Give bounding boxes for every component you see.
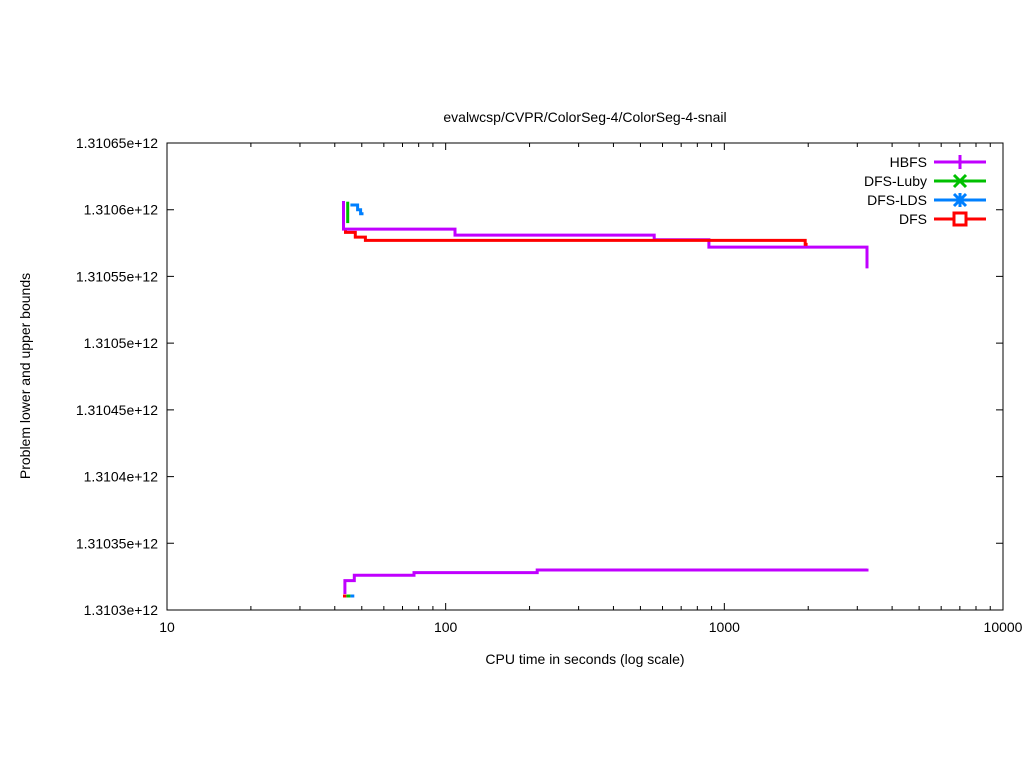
chart-title: evalwcsp/CVPR/ColorSeg-4/ColorSeg-4-snai… — [443, 109, 726, 125]
y-axis-label: Problem lower and upper bounds — [17, 273, 33, 479]
series-HBFS-upper-bound — [342, 201, 869, 269]
series-DFS-LDS-upper-bound — [350, 203, 364, 216]
y-tick-label: 1.3106e+12 — [84, 202, 159, 218]
legend-label-DFS-Luby: DFS-Luby — [864, 173, 927, 189]
y-tick-label: 1.3104e+12 — [84, 469, 159, 485]
legend-label-DFS-LDS: DFS-LDS — [867, 192, 927, 208]
y-tick-label: 1.3103e+12 — [84, 602, 159, 618]
y-tick-label: 1.31065e+12 — [76, 135, 158, 151]
x-axis-label: CPU time in seconds (log scale) — [485, 651, 684, 667]
y-tick-label: 1.3105e+12 — [84, 335, 159, 351]
series-HBFS-lower-bound — [343, 568, 869, 594]
y-tick-label: 1.31055e+12 — [76, 268, 158, 284]
y-tick-label: 1.31035e+12 — [76, 535, 158, 551]
x-tick-label: 1000 — [709, 619, 740, 635]
y-tick-label: 1.31045e+12 — [76, 402, 158, 418]
cross-marker-icon — [952, 173, 968, 189]
legend-label-DFS: DFS — [899, 211, 927, 227]
x-tick-label: 10 — [159, 619, 175, 635]
asterisk-marker-icon — [952, 192, 968, 208]
x-tick-label: 100 — [434, 619, 458, 635]
square-marker-icon — [952, 211, 968, 227]
plot-border — [166, 142, 1004, 611]
series-DFS-upper-bound — [344, 230, 808, 246]
legend-label-HBFS: HBFS — [890, 154, 927, 170]
x-tick-label: 10000 — [984, 619, 1023, 635]
